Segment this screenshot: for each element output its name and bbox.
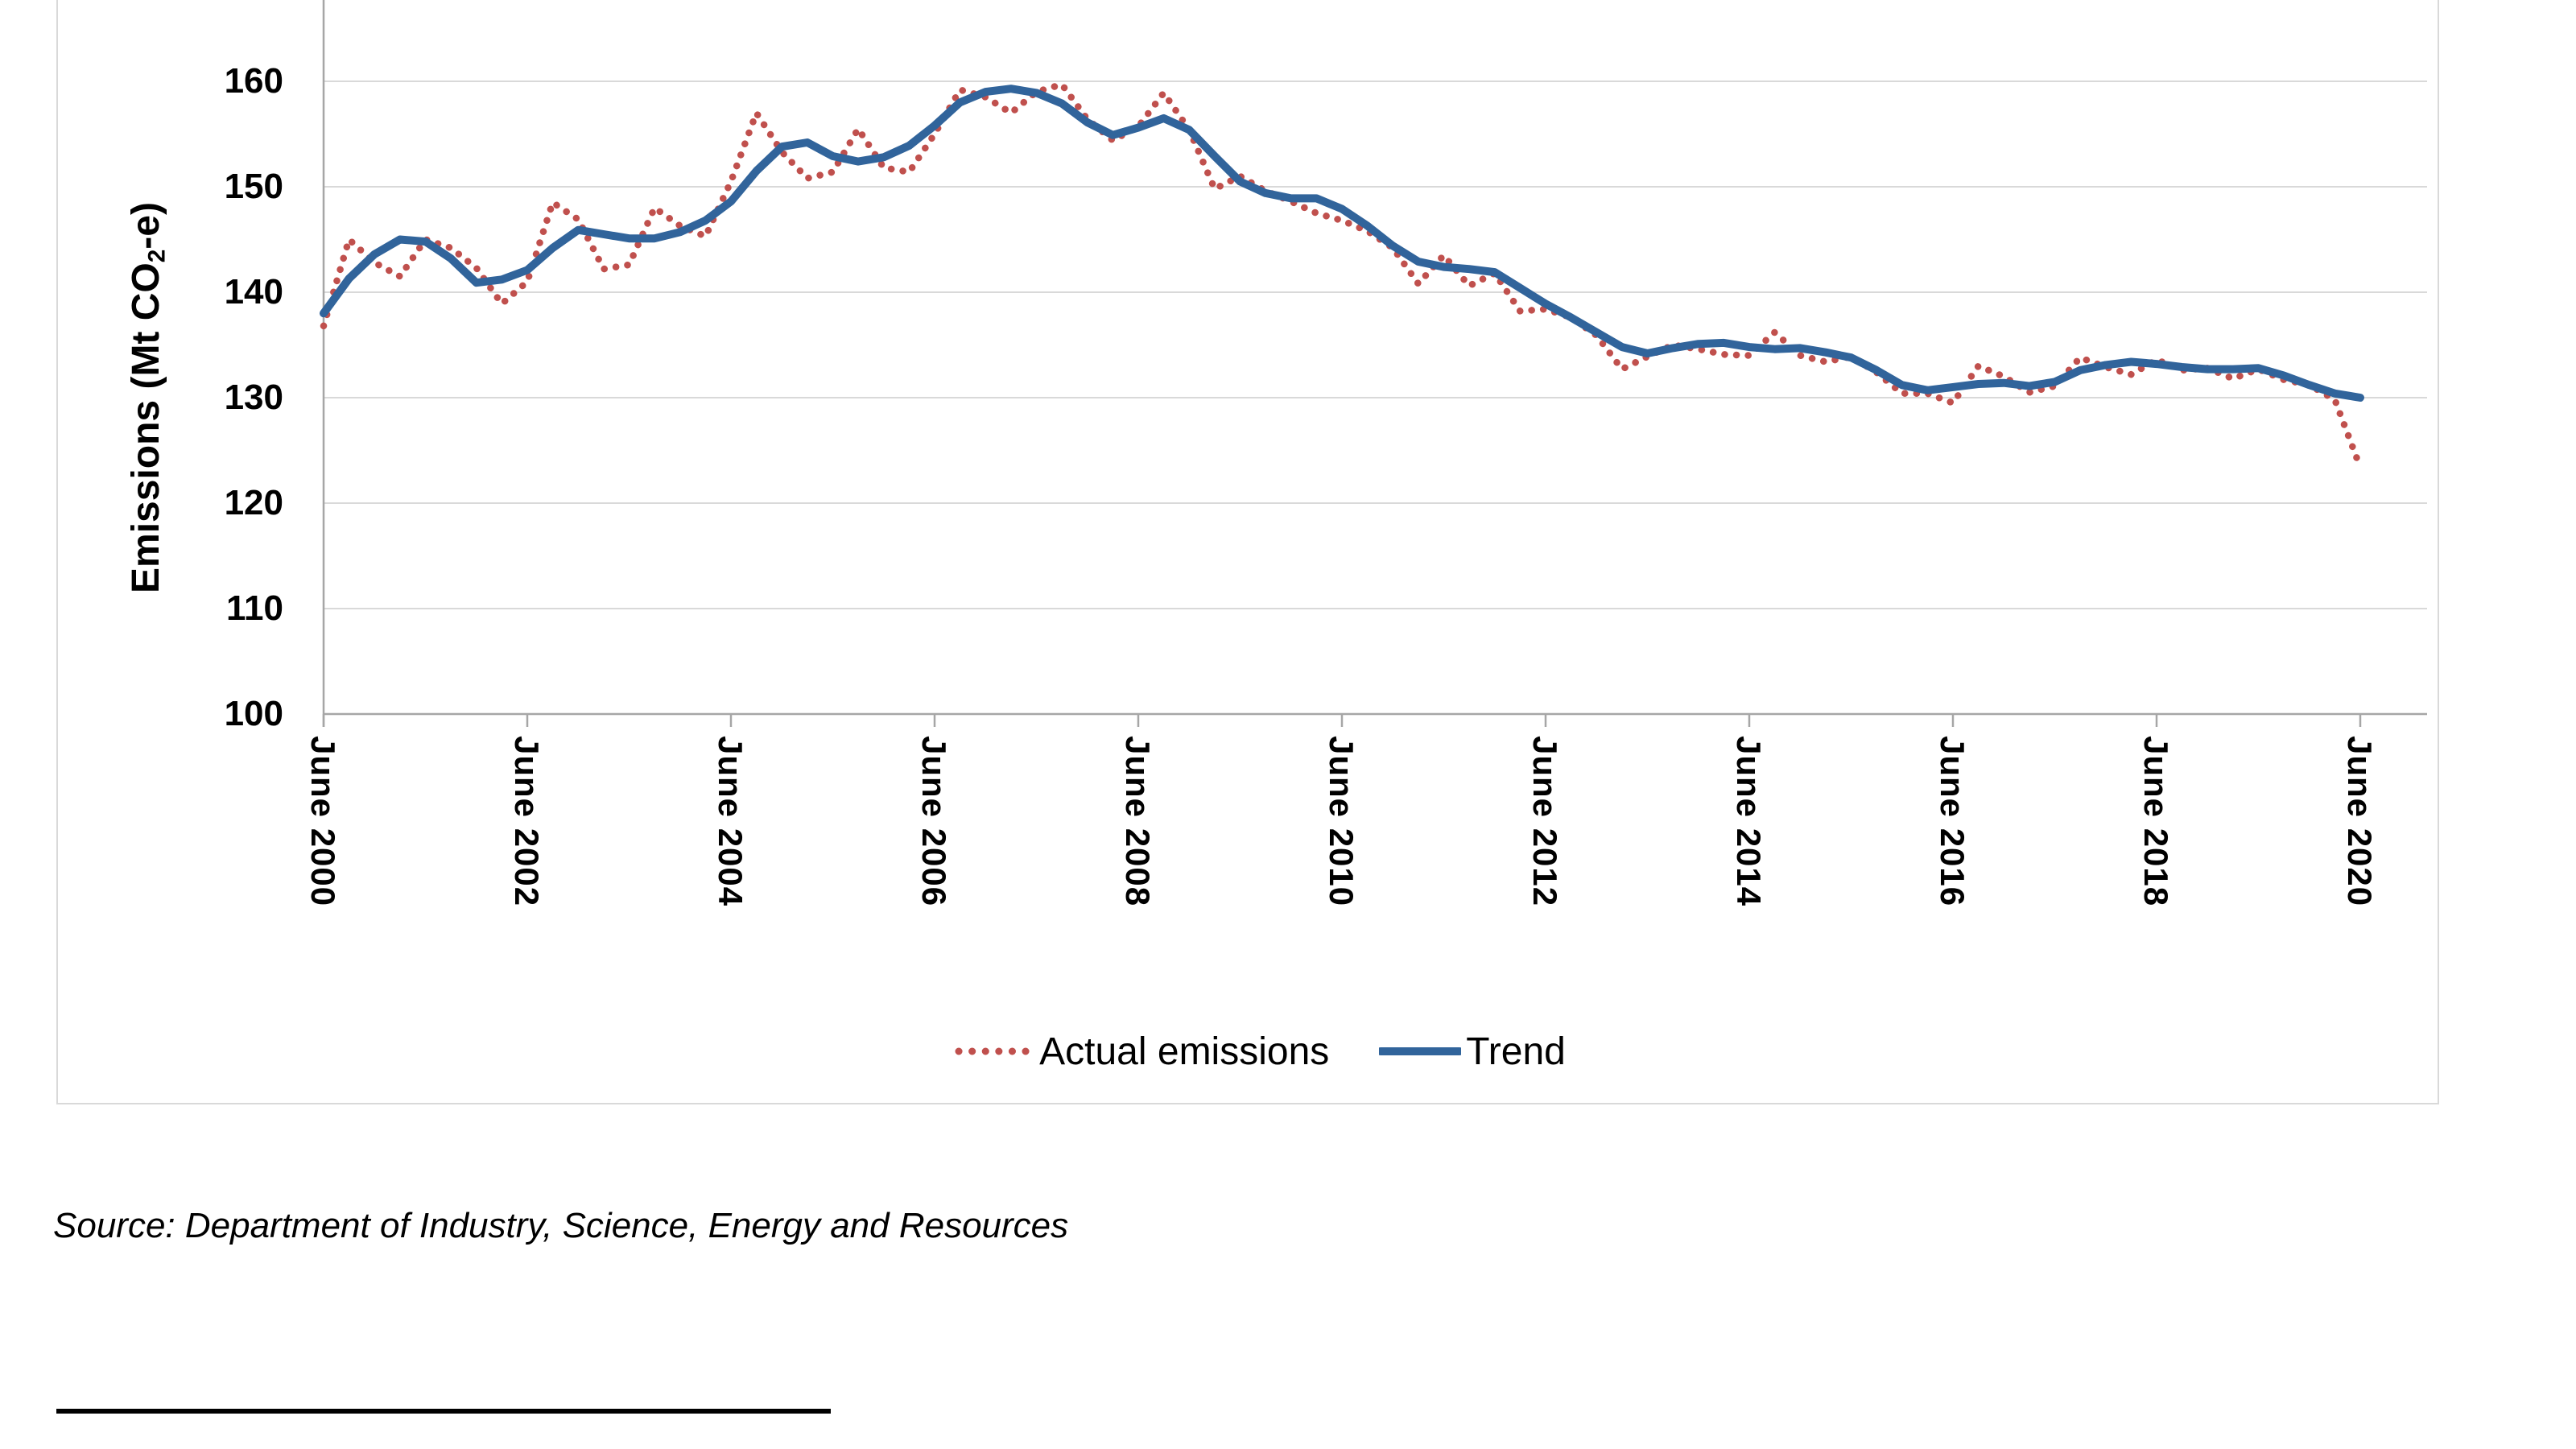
x-tick-label-june-2008: June 2008 [1119, 736, 1157, 907]
legend-label-actual-emissions: Actual emissions [1039, 1030, 1330, 1073]
y-axis-title-text: Emissions (Mt CO [125, 262, 167, 593]
legend-item-actual-emissions: Actual emissions [954, 1030, 1329, 1074]
x-tick-label-june-2020: June 2020 [2341, 736, 2379, 907]
x-tick-label-june-2016: June 2016 [1934, 736, 1971, 907]
y-tick-label-110: 110 [226, 588, 283, 628]
y-tick-label-150: 150 [224, 167, 283, 206]
x-tick-label-june-2014: June 2014 [1730, 736, 1768, 907]
y-axis-title-subscript: 2 [143, 249, 171, 263]
x-tick-label-june-2012: June 2012 [1526, 736, 1564, 907]
x-tick-label-june-2002: June 2002 [508, 736, 546, 907]
y-tick-label-120: 120 [224, 483, 283, 522]
x-tick-label-june-2018: June 2018 [2137, 736, 2175, 907]
legend-label-trend: Trend [1466, 1030, 1566, 1073]
legend-item-trend: Trend [1379, 1030, 1566, 1074]
y-tick-label-130: 130 [224, 378, 283, 417]
x-tick-label-june-2000: June 2000 [304, 736, 342, 907]
y-tick-label-100: 100 [224, 694, 283, 733]
dotted-line-swatch-icon [955, 1047, 1032, 1055]
x-tick-label-june-2006: June 2006 [915, 736, 953, 907]
x-tick-label-june-2010: June 2010 [1323, 736, 1360, 907]
solid-line-swatch-icon [1379, 1047, 1462, 1055]
emissions-chart-frame [56, 0, 2439, 1104]
footnote-divider-line [56, 1409, 831, 1414]
y-tick-label-160: 160 [224, 61, 283, 101]
source-note: Source: Department of Industry, Science,… [53, 1206, 1069, 1245]
y-axis-title: Emissions (Mt CO2-e) [121, 35, 172, 760]
x-tick-label-june-2004: June 2004 [712, 736, 749, 907]
y-axis-title-text-end: -e) [125, 202, 167, 250]
chart-legend: Actual emissions Trend [0, 1022, 2520, 1080]
y-tick-label-140: 140 [224, 272, 283, 312]
